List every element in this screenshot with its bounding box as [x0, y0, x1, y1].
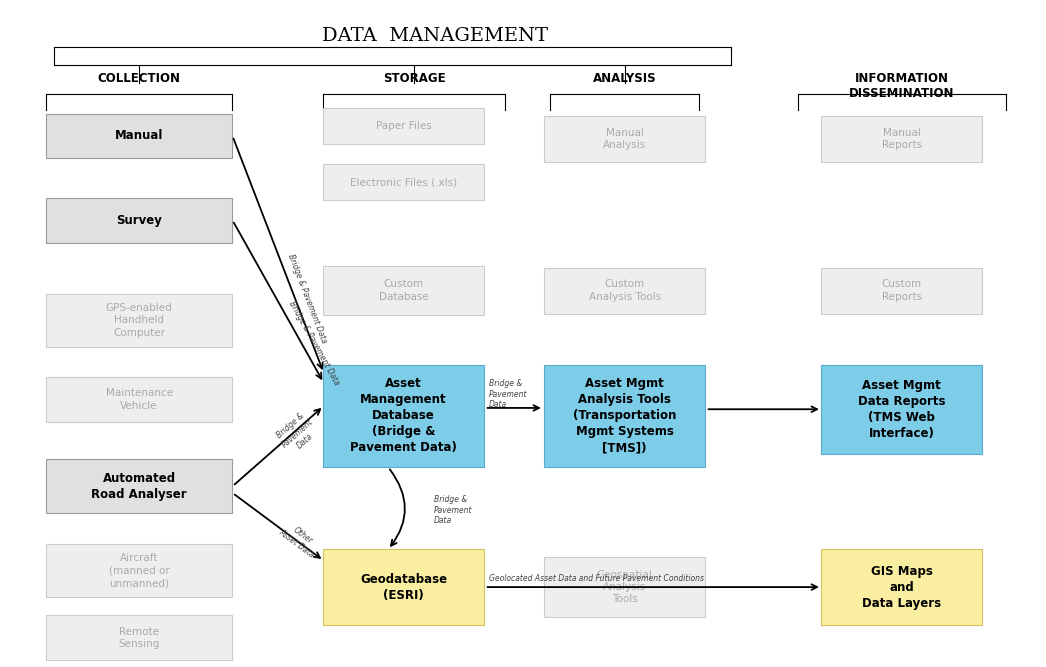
Text: Manual: Manual [115, 129, 163, 142]
FancyBboxPatch shape [821, 116, 982, 162]
FancyBboxPatch shape [46, 198, 232, 243]
FancyBboxPatch shape [46, 377, 232, 422]
FancyBboxPatch shape [821, 549, 982, 625]
Text: Bridge &
Pavement
Data: Bridge & Pavement Data [434, 495, 472, 525]
Text: Geolocated Asset Data and Future Pavement Conditions: Geolocated Asset Data and Future Pavemen… [488, 574, 704, 583]
FancyBboxPatch shape [46, 544, 232, 597]
Text: Other
Asset Data: Other Asset Data [277, 519, 322, 560]
FancyBboxPatch shape [46, 616, 232, 660]
Text: COLLECTION: COLLECTION [97, 72, 181, 85]
Text: Custom
Analysis Tools: Custom Analysis Tools [589, 279, 661, 302]
Text: DATA  MANAGEMENT: DATA MANAGEMENT [322, 27, 548, 45]
Text: Bridge &
Pavement
Data: Bridge & Pavement Data [488, 380, 527, 409]
FancyBboxPatch shape [544, 116, 705, 162]
Text: Manual
Reports: Manual Reports [882, 128, 922, 150]
Text: Bridge &
Pavement
Data: Bridge & Pavement Data [273, 410, 322, 458]
Text: STORAGE: STORAGE [383, 72, 446, 85]
FancyBboxPatch shape [46, 294, 232, 347]
FancyBboxPatch shape [323, 266, 484, 315]
Text: Maintenance
Vehicle: Maintenance Vehicle [106, 388, 173, 411]
Text: INFORMATION
DISSEMINATION: INFORMATION DISSEMINATION [849, 72, 955, 100]
FancyBboxPatch shape [544, 365, 705, 467]
Text: Custom
Reports: Custom Reports [882, 279, 922, 302]
FancyBboxPatch shape [46, 113, 232, 158]
FancyBboxPatch shape [323, 365, 484, 467]
Text: Manual
Analysis: Manual Analysis [604, 128, 646, 150]
FancyBboxPatch shape [323, 164, 484, 200]
Text: GPS-enabled
Handheld
Computer: GPS-enabled Handheld Computer [106, 303, 173, 338]
Text: Bridge & Pavement Data: Bridge & Pavement Data [287, 253, 328, 345]
Text: Bridge & Pavement Data: Bridge & Pavement Data [287, 299, 341, 386]
FancyBboxPatch shape [821, 365, 982, 454]
FancyBboxPatch shape [544, 267, 705, 313]
Text: Automated
Road Analyser: Automated Road Analyser [91, 472, 187, 501]
Text: Aircraft
(manned or
unmanned): Aircraft (manned or unmanned) [109, 553, 169, 588]
Text: Geospatial
Analysis
Tools: Geospatial Analysis Tools [597, 570, 653, 604]
Text: Geodatabase
(ESRI): Geodatabase (ESRI) [360, 572, 448, 602]
Text: Asset Mgmt
Analysis Tools
(Transportation
Mgmt Systems
[TMS]): Asset Mgmt Analysis Tools (Transportatio… [573, 378, 677, 454]
FancyBboxPatch shape [323, 549, 484, 625]
Text: ANALYSIS: ANALYSIS [593, 72, 657, 85]
FancyBboxPatch shape [323, 108, 484, 144]
Text: GIS Maps
and
Data Layers: GIS Maps and Data Layers [862, 564, 941, 610]
Text: Custom
Database: Custom Database [379, 279, 429, 302]
Text: Asset
Management
Database
(Bridge &
Pavement Data): Asset Management Database (Bridge & Pave… [350, 378, 457, 454]
Text: Remote
Sensing: Remote Sensing [118, 626, 160, 649]
FancyBboxPatch shape [46, 460, 232, 514]
Text: Electronic Files (.xls): Electronic Files (.xls) [350, 177, 457, 187]
Text: Paper Files: Paper Files [376, 121, 432, 131]
FancyBboxPatch shape [821, 267, 982, 313]
FancyBboxPatch shape [544, 558, 705, 617]
Text: Asset Mgmt
Data Reports
(TMS Web
Interface): Asset Mgmt Data Reports (TMS Web Interfa… [858, 379, 946, 440]
Text: Survey: Survey [116, 213, 162, 227]
